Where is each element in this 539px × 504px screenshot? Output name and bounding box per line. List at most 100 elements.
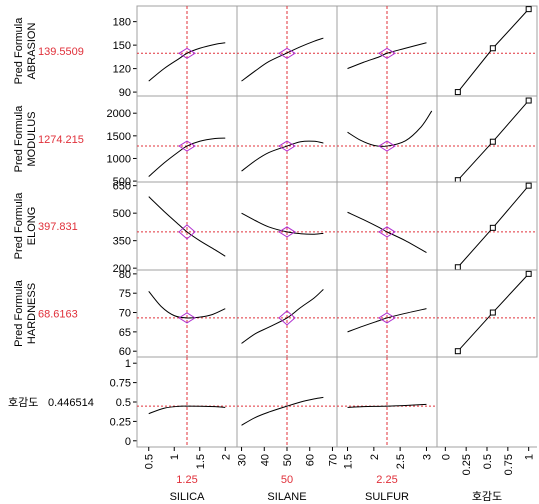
desirability-handle[interactable]	[525, 97, 532, 104]
prediction-curve	[148, 137, 226, 177]
confidence-diamond	[378, 140, 396, 152]
factor-name: SILICA	[170, 491, 206, 503]
prediction-curve	[347, 403, 427, 408]
response-label-line2: HARDNESS	[26, 283, 38, 344]
response-current-value: 1274.215	[38, 134, 84, 146]
factor-current-value: 50	[281, 474, 293, 486]
profile-panel	[336, 181, 438, 271]
response-label: Pred Formula ABRASION	[13, 17, 38, 85]
factor-name: SULFUR	[365, 491, 409, 503]
y-tick-label: 70	[119, 308, 131, 320]
confidence-diamond	[178, 47, 196, 59]
panel-frame	[336, 269, 438, 358]
response-current-value: 139.5509	[38, 46, 84, 58]
x-tick-label: 2.5	[395, 454, 407, 469]
panel-frame	[436, 181, 538, 271]
y-tick-label: 180	[113, 17, 131, 29]
panel-frame	[136, 181, 238, 271]
y-tick-label: 2000	[107, 108, 131, 120]
profile-panel	[136, 181, 238, 271]
profile-panel	[236, 95, 338, 183]
y-tick-label: 1500	[107, 131, 131, 143]
y-tick-label: 120	[113, 64, 131, 76]
confidence-diamond	[278, 226, 296, 238]
confidence-diamond	[378, 312, 396, 324]
y-tick-label: 0.5	[116, 397, 131, 409]
y-tick-label: 500	[113, 176, 131, 188]
prediction-curve	[148, 196, 226, 257]
confidence-diamond	[378, 47, 396, 59]
y-tick-label: 75	[119, 288, 131, 300]
prediction-curve	[148, 405, 226, 415]
y-tick-label: 650	[113, 181, 131, 193]
response-current-value: 68.6163	[38, 309, 78, 321]
confidence-diamond	[178, 140, 196, 152]
profile-panel	[136, 356, 238, 448]
prediction-curve	[347, 308, 427, 333]
x-tick-label: 50	[282, 454, 294, 466]
y-tick-label: 500	[113, 208, 131, 220]
x-tick-label: 70	[327, 454, 339, 466]
x-tick-label: 1.5	[343, 454, 355, 469]
response-label: Pred Formula MODULUS	[13, 105, 38, 173]
desirability-handle[interactable]	[489, 45, 496, 52]
confidence-diamond	[178, 312, 196, 324]
desirability-handle[interactable]	[489, 224, 496, 231]
y-tick-label: 90	[119, 87, 131, 99]
desirability-handle[interactable]	[454, 264, 461, 271]
y-tick-label: 200	[113, 263, 131, 275]
confidence-diamond	[378, 226, 396, 238]
x-tick-label: 1	[169, 454, 181, 460]
profile-panel	[336, 356, 438, 448]
x-tick-label: 40	[259, 454, 271, 466]
x-tick-label: 0.25	[461, 454, 473, 475]
x-tick-label: 1	[524, 454, 536, 460]
prediction-curve	[241, 37, 324, 82]
y-tick-label: 60	[119, 346, 131, 358]
profile-panel	[436, 95, 538, 184]
confidence-diamond	[178, 224, 196, 240]
prediction-curve	[347, 110, 433, 147]
x-tick-label: 60	[305, 454, 317, 466]
y-tick-label: 1000	[107, 153, 131, 165]
prediction-curve	[241, 396, 324, 426]
x-tick-label: 0	[440, 454, 452, 460]
desirability-handle[interactable]	[489, 138, 496, 145]
x-tick-label: 1.5	[195, 454, 207, 469]
response-label-line1: Pred Formula	[13, 105, 25, 173]
profile-panel	[436, 181, 538, 271]
desirability-handle[interactable]	[525, 270, 532, 277]
prediction-curve	[241, 212, 324, 235]
desirability-handle[interactable]	[525, 6, 532, 13]
desirability-handle[interactable]	[454, 348, 461, 355]
desirability-value: 0.446514	[48, 397, 94, 409]
y-tick-label: 1	[125, 358, 131, 370]
y-tick-label: 0.75	[110, 378, 131, 390]
response-current-value: 397.831	[38, 221, 78, 233]
panel-frame	[436, 269, 538, 358]
profile-panel	[136, 5, 238, 97]
desirability-handle[interactable]	[525, 182, 532, 189]
profile-panel	[436, 5, 538, 97]
factor-name: 호감도	[472, 490, 502, 503]
x-tick-label: 0.75	[503, 454, 515, 475]
prediction-curve	[148, 42, 226, 82]
desirability-handle[interactable]	[454, 89, 461, 96]
desirability-handle[interactable]	[489, 309, 496, 316]
response-label-line1: Pred Formula	[13, 17, 25, 85]
response-label: Pred Formula ELONG	[13, 192, 38, 260]
profile-panel	[236, 356, 338, 448]
y-tick-label: 150	[113, 40, 131, 52]
x-tick-label: 0.5	[144, 454, 156, 469]
response-label-line1: Pred Formula	[13, 279, 25, 347]
response-label-line2: ELONG	[26, 207, 38, 246]
confidence-diamond	[278, 47, 296, 59]
profile-panel	[336, 5, 438, 97]
response-label-line2: MODULUS	[26, 111, 38, 166]
profile-panel	[436, 269, 538, 358]
prediction-curve	[148, 290, 226, 319]
panel-frame	[136, 269, 238, 358]
y-tick-label: 0	[125, 436, 131, 448]
x-tick-label: 2	[369, 454, 381, 460]
profile-panel	[236, 269, 338, 358]
